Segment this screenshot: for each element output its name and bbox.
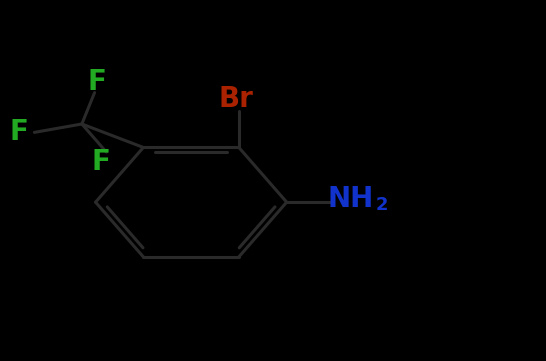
Text: NH: NH	[328, 184, 374, 213]
Text: 2: 2	[376, 196, 388, 214]
Text: Br: Br	[219, 86, 253, 113]
Text: F: F	[92, 148, 110, 176]
Text: F: F	[10, 118, 28, 147]
Text: F: F	[88, 69, 106, 96]
